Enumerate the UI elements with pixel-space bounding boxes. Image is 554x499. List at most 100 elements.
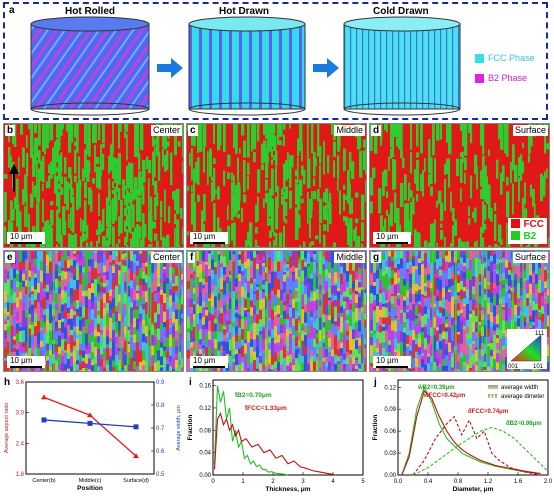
- scale-bar-text: 10 μm: [10, 232, 33, 241]
- ipf-map-g: g Surface 10 μm 111 001 101: [369, 250, 550, 372]
- ipf-triangle-label: 101: [533, 364, 544, 369]
- chart-h: h 1.8 2.4 3.0 3.6 0.5 0.6 0.7 0.8 0.9 Center(b) Mid…: [4, 377, 182, 492]
- j-y-tick: 0.00: [384, 473, 396, 479]
- scale-bar-f: 10 μm: [190, 356, 228, 368]
- phase-map-texture: [4, 124, 183, 247]
- ipf-triangle: [510, 334, 542, 362]
- position-label-f: Middle: [334, 252, 365, 263]
- h-left-tick: 3.6: [16, 380, 25, 386]
- scale-bar-line: [10, 242, 42, 244]
- b2-phase-swatch: [475, 74, 484, 83]
- i-y-tick: 0.12: [199, 406, 211, 412]
- stage-cold-drawn: Cold Drawn: [373, 6, 429, 17]
- h-right-tick: 0.7: [156, 426, 165, 432]
- h-ylabel-right: Average width, μm: [176, 405, 182, 451]
- schematic-drawing: [30, 16, 484, 116]
- ipf-triangle-legend: 111 001 101: [507, 329, 547, 369]
- j-annotation-dfcc: d̄FCC=0.74μm: [468, 408, 508, 415]
- ipf-triangle-label: 111: [535, 331, 545, 337]
- scale-bar-text: 10 μm: [193, 356, 216, 365]
- h-right-tick: 0.6: [156, 449, 165, 455]
- position-label-b: Center: [150, 125, 182, 136]
- j-x-tick: 0.0: [394, 479, 403, 485]
- panel-label-a: a: [7, 5, 17, 16]
- h-ylabel-left: Average aspect ratio: [4, 403, 10, 453]
- j-legend-label: average dimeter: [501, 394, 544, 400]
- scale-bar-text: 10 μm: [193, 232, 216, 241]
- hot-drawn-cylinder: [188, 16, 306, 116]
- h-series-aspect-line: [43, 396, 137, 457]
- h-right-tick: 0.8: [156, 403, 165, 409]
- scale-bar-c: 10 μm: [190, 232, 228, 244]
- j-x-tick: 1.6: [514, 479, 523, 485]
- ipf-map-texture: [187, 251, 366, 371]
- scale-bar-line: [193, 366, 225, 368]
- h-series-width-point: [133, 424, 139, 430]
- i-y-tick: 0.04: [199, 451, 211, 457]
- phase-map-b: b Center 10 μm: [3, 123, 184, 248]
- i-annotation-fcc: t̄FCC=1.33μm: [245, 403, 287, 412]
- i-ylabel: Fraction: [187, 415, 194, 441]
- legend-b2-phase: B2 Phase: [488, 73, 528, 83]
- phase-map-texture: [187, 124, 366, 247]
- phase-legend-label: B2: [523, 231, 537, 242]
- chart-i: i 0 1 2 3 4 5 0.00 0.04 0.08 0.12 0.16 Thickness, μm…: [187, 377, 365, 493]
- chart-j: j 0.0 0.4 0.8 1.2 1.6 2.0 0.00 0.03 0.06 0.09 0.12 D…: [372, 377, 553, 493]
- i-y-tick: 0.00: [199, 473, 211, 479]
- panel-label-j: j: [373, 377, 377, 388]
- h-left-tick: 2.4: [16, 441, 25, 447]
- scale-bar-d: 10 μm: [373, 232, 411, 244]
- arrow-icon-1: [157, 58, 183, 78]
- h-series-aspect-point: [133, 453, 139, 459]
- position-label-d: Surface: [512, 125, 548, 136]
- scale-bar-g: 10 μm: [373, 356, 411, 368]
- scale-bar-text: 10 μm: [10, 356, 33, 365]
- phase-legend-item: FCC: [511, 219, 544, 231]
- h-left-tick: 1.8: [16, 472, 25, 478]
- arrow-icon-2: [313, 58, 339, 78]
- ipf-map-e: e Center 10 μm: [3, 250, 184, 372]
- j-xlabel: Diameter, μm: [453, 486, 494, 493]
- i-x-tick: 2: [271, 479, 275, 485]
- panel-label-c: c: [188, 125, 198, 136]
- ipf-triangle-label: 001: [508, 364, 519, 369]
- panel-label-e: e: [5, 252, 15, 263]
- j-legend-label: average width: [501, 385, 538, 391]
- h-series-width-point: [41, 417, 47, 423]
- panel-label-h: h: [4, 377, 10, 388]
- position-label-e: Center: [150, 252, 182, 263]
- j-annotation-wfcc: w̄FCC=0.42μm: [423, 392, 465, 399]
- j-x-tick: 2.0: [544, 479, 553, 485]
- j-y-tick: 0.12: [384, 385, 396, 391]
- scale-bar-text: 10 μm: [376, 232, 399, 241]
- ipf-map-texture: [4, 251, 183, 371]
- panel-label-f: f: [188, 252, 196, 263]
- scale-bar-e: 10 μm: [7, 356, 45, 368]
- h-xlabel: Position: [77, 485, 103, 492]
- panel-label-g: g: [371, 252, 382, 263]
- h-series-aspect-point: [41, 394, 47, 400]
- hot-rolled-cylinder: [30, 16, 150, 116]
- h-right-tick: 0.5: [156, 472, 165, 478]
- h-x-tick: Surface(d): [123, 478, 149, 484]
- phase-legend-label: FCC: [523, 219, 544, 230]
- h-series-width-point: [87, 420, 93, 426]
- j-y-tick: 0.09: [384, 407, 396, 413]
- i-series-0: [213, 385, 289, 476]
- h-x-tick: Middle(c): [79, 478, 102, 484]
- i-x-tick: 0: [211, 479, 215, 485]
- stage-hot-rolled: Hot Rolled: [65, 6, 115, 17]
- ipf-map-texture: [370, 251, 549, 371]
- j-annotation-wb2: w̄B2=0.39μm: [417, 384, 455, 391]
- i-annotation-b2: t̄B2=0.70μm: [235, 390, 272, 399]
- chart-j-frame: [397, 379, 549, 476]
- scale-bar-line: [193, 242, 225, 244]
- ipf-map-row: e Center 10 μm f Middle 10 μm g Surface 10 μm 111…: [3, 250, 551, 372]
- phase-legend: FCC B2: [508, 218, 547, 244]
- j-x-tick: 0.4: [424, 479, 433, 485]
- fcc-phase-swatch: [475, 54, 484, 63]
- schematic-panel: a: [3, 2, 548, 120]
- stage-hot-drawn: Hot Drawn: [219, 6, 269, 17]
- panel-label-i: i: [189, 377, 192, 388]
- i-x-tick: 3: [301, 479, 305, 485]
